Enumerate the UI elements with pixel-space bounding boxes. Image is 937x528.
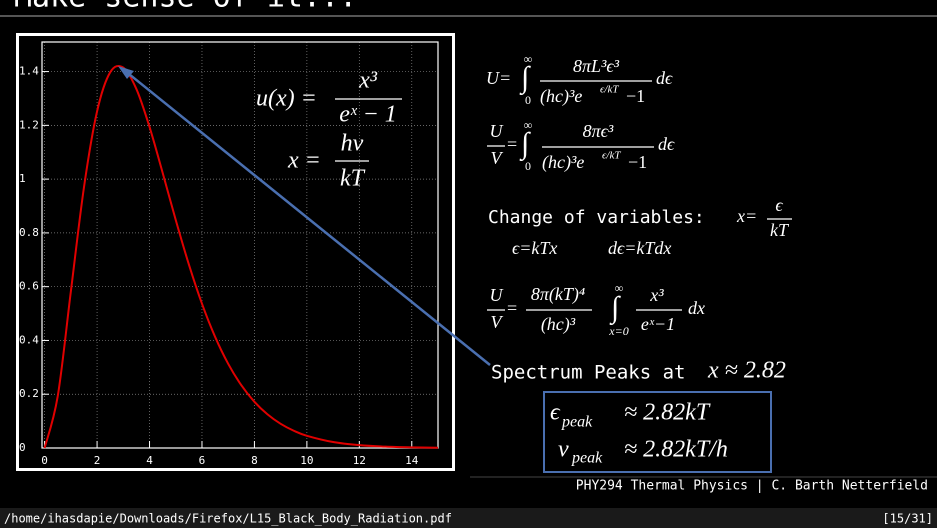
- eq-text: (hc)³: [541, 314, 576, 335]
- eq-text: 0: [525, 159, 531, 173]
- eq-text: ϵ=kTx: [512, 238, 557, 258]
- axes-frame: [41, 41, 439, 449]
- arrow: [123, 69, 491, 366]
- eq-text: dx: [688, 298, 705, 318]
- x-tick-label: 10: [300, 454, 313, 467]
- eq-text: V: [491, 312, 504, 332]
- eq-text: ϵ: [775, 195, 783, 215]
- formula: x =: [287, 148, 321, 174]
- eq-text: dϵ: [656, 68, 673, 88]
- plot-formula: u(x) = x³ eˣ − 1 x = hν kT: [256, 68, 402, 192]
- eq-text: V: [491, 148, 504, 168]
- eq-text: (hc)³e: [542, 152, 584, 173]
- equation: U= ∫ ∞ 0 8πL³ϵ³ (hc)³e ϵ/kT −1 dϵ: [486, 52, 673, 107]
- result-text: ≈ 2.82kT/h: [624, 437, 728, 463]
- y-tick-label: 0: [19, 441, 26, 454]
- eq-text: ∫: [609, 291, 621, 326]
- y-tick-label: 1.2: [19, 118, 39, 131]
- formula: eˣ − 1: [339, 102, 397, 128]
- result-text: peak: [571, 450, 603, 467]
- result: ϵ peak ≈ 2.82kT ν peak ≈ 2.82kT/h: [550, 400, 728, 467]
- eq-text: U=: [486, 68, 511, 88]
- eq-text: 8πϵ³: [583, 121, 614, 141]
- result-text: ν: [558, 437, 569, 463]
- eq-text: ∫: [519, 127, 531, 162]
- x-tick-label: 6: [199, 454, 206, 467]
- eq-text: eˣ−1: [641, 314, 675, 334]
- x-tick-label: 2: [94, 454, 101, 467]
- eq-text: dϵ: [658, 134, 675, 154]
- footer: PHY294 Thermal Physics | C. Barth Netter…: [576, 479, 928, 494]
- result-box: [543, 391, 772, 473]
- eq-text: kT: [770, 220, 790, 240]
- eq-text: U: [490, 285, 504, 305]
- curve: [43, 64, 439, 449]
- eq-text: =: [507, 134, 517, 154]
- y-tick-label: 1.4: [19, 65, 39, 78]
- peak-label: Spectrum Peaks at: [491, 362, 685, 384]
- result-text: ≈ 2.82kT: [624, 400, 711, 426]
- y-tick-label: 0.6: [19, 280, 39, 293]
- eq-text: −1: [628, 152, 647, 172]
- formula: kT: [340, 166, 366, 192]
- formula: hν: [341, 131, 364, 157]
- x-tick-label: 8: [251, 454, 258, 467]
- y-tick-label: 0.2: [19, 387, 39, 400]
- eq-text: ∫: [519, 61, 531, 96]
- eq-text: (hc)³e: [540, 86, 582, 107]
- x-tick-label: 0: [41, 454, 48, 467]
- formula: u(x) =: [256, 86, 317, 112]
- eq-text: x=: [736, 206, 757, 226]
- plot: 0 2 4 6 8 10 12 14 0 0.2 0.4 0.6 0.8 1 1.2 1.4: [19, 41, 439, 467]
- eq-text: x=0: [608, 324, 628, 338]
- eq-text: ∞: [615, 281, 624, 295]
- plot-frame: [16, 33, 455, 471]
- eq-text: 8πL³ϵ³: [573, 56, 620, 76]
- eq-text: ϵ/kT: [600, 84, 619, 96]
- peak-value: x ≈ 2.82: [707, 358, 786, 384]
- eq-text: x³: [649, 285, 664, 305]
- equation: U V = ∫ ∞ 0 8πϵ³ (hc)³e ϵ/kT −1 dϵ: [487, 118, 675, 173]
- eq-text: ϵ/kT: [602, 150, 621, 162]
- eq-text: 0: [525, 93, 531, 107]
- formula: x³: [358, 68, 378, 94]
- equation: Change of variables: x= ϵ kT ϵ=kTx dϵ=kT…: [488, 195, 792, 258]
- y-tick-label: 1: [19, 172, 26, 185]
- x-tick-label: 14: [405, 454, 419, 467]
- slide-title: Make sense of it...: [14, 0, 357, 15]
- x-tick-label: 4: [146, 454, 153, 467]
- page-counter: [15/31]: [882, 512, 933, 526]
- eq-text: −1: [626, 86, 645, 106]
- result-text: peak: [561, 414, 593, 431]
- equation: U V = 8π(kT)⁴ (hc)³ ∫ ∞ x=0 x³ eˣ−1 dx: [487, 281, 705, 338]
- eq-text: Change of variables:: [488, 207, 705, 228]
- eq-text: dϵ=kTdx: [608, 238, 671, 258]
- y-tick-label: 0.8: [19, 226, 39, 239]
- eq-text: =: [507, 298, 517, 318]
- eq-text: ∞: [524, 118, 533, 132]
- eq-text: ∞: [524, 52, 533, 66]
- arrow-head: [118, 66, 134, 79]
- y-tick-label: 0.4: [19, 333, 39, 346]
- eq-text: U: [490, 121, 504, 141]
- status-bar: [0, 508, 937, 528]
- result-text: ϵ: [550, 400, 561, 426]
- x-tick-label: 12: [353, 454, 366, 467]
- eq-text: 8π(kT)⁴: [531, 284, 585, 305]
- file-path: /home/ihasdapie/Downloads/Firefox/L15_Bl…: [4, 512, 452, 526]
